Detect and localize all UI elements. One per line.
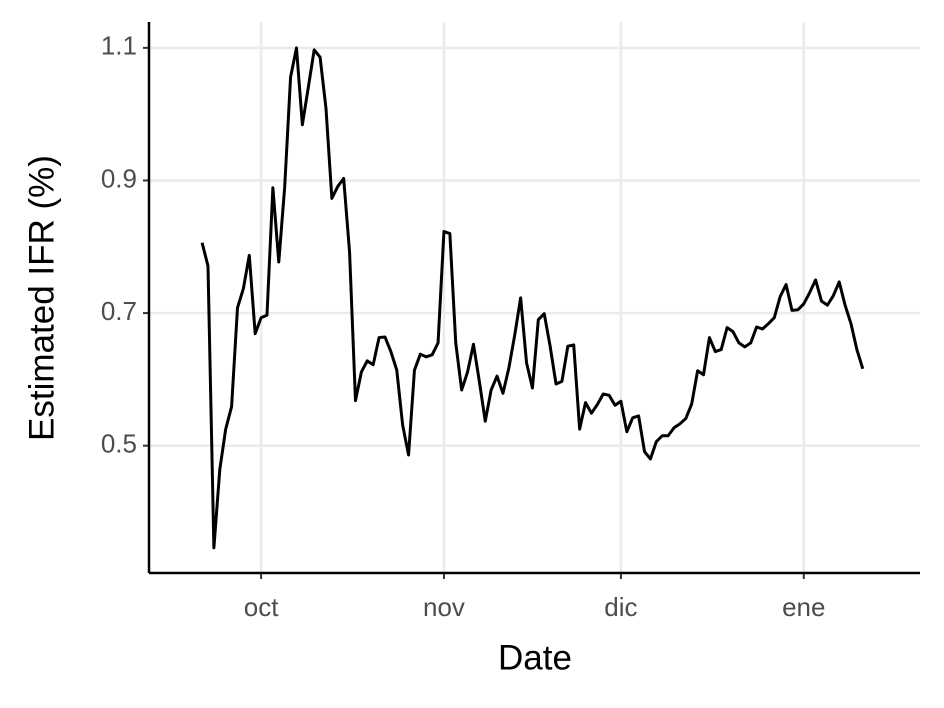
y-tick-label: 0.9 [101,163,137,193]
x-tick-label: oct [244,592,279,622]
y-tick-label: 0.5 [101,429,137,459]
data-line [200,46,865,550]
x-axis-title: Date [498,638,572,677]
y-axis-title: Estimated IFR (%) [22,155,61,441]
y-tick-label: 0.7 [101,296,137,326]
y-tick-label: 1.1 [101,31,137,61]
x-tick-label: ene [782,592,825,622]
x-tick-label: dic [604,592,637,622]
x-tick-label: nov [423,592,465,622]
